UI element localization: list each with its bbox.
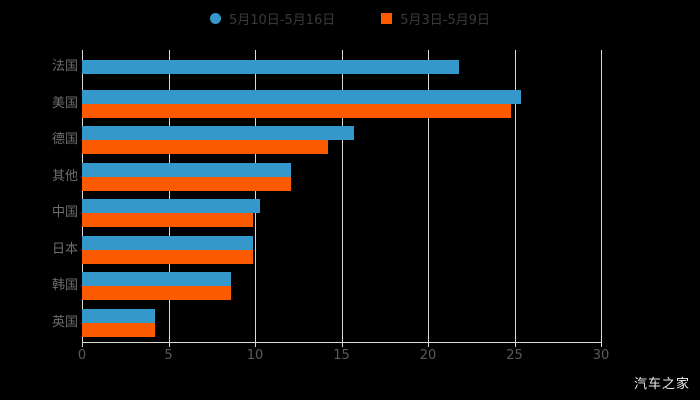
x-tick-10 <box>255 342 256 347</box>
x-tick-label-0: 0 <box>77 348 87 363</box>
gridline-15 <box>341 50 343 342</box>
plot-area <box>82 50 602 342</box>
bar-series-2[interactable] <box>82 140 328 155</box>
bar-row <box>82 123 601 160</box>
bar-series-2[interactable] <box>82 213 254 228</box>
y-axis-label-4: 中国 <box>51 205 78 221</box>
y-axis-label-1: 美国 <box>51 95 78 111</box>
circle-icon <box>209 12 221 24</box>
x-tick-label-15: 15 <box>333 348 350 363</box>
x-tick-15 <box>341 342 343 347</box>
y-axis-label-0: 法国 <box>51 59 78 75</box>
legend-label-series-1: 5月10日-5月16日 <box>228 12 336 28</box>
bar-series-1[interactable] <box>82 235 254 250</box>
bar-row <box>82 196 601 233</box>
x-tick-5 <box>168 342 170 347</box>
legend-label-series-2: 5月3日-5月9日 <box>400 12 491 28</box>
bar-series-2[interactable] <box>82 176 292 191</box>
gridline-5 <box>168 50 170 342</box>
bar-series-2[interactable] <box>82 322 155 337</box>
y-axis-label-7: 英国 <box>51 314 78 330</box>
gridline-10 <box>255 50 256 342</box>
y-axis-label-2: 德国 <box>51 132 78 148</box>
gridline-0 <box>82 50 83 342</box>
y-axis-label-6: 韩国 <box>51 278 78 294</box>
gridline-25 <box>514 50 516 342</box>
bar-series-1[interactable] <box>82 126 354 141</box>
legend-item-series-1[interactable]: 5月10日-5月16日 <box>209 9 336 28</box>
x-tick-25 <box>514 342 516 347</box>
bar-series-1[interactable] <box>82 162 292 177</box>
bar-series-1[interactable] <box>82 272 231 287</box>
x-tick-label-5: 5 <box>164 348 173 363</box>
x-tick-30 <box>601 342 602 347</box>
gridline-30 <box>601 50 602 342</box>
bar-rows <box>82 50 601 342</box>
bar-series-2[interactable] <box>82 286 231 301</box>
x-tick-label-10: 10 <box>246 348 264 363</box>
bar-series-1[interactable] <box>82 89 522 104</box>
bar-row <box>82 87 601 124</box>
y-axis-label-3: 其他 <box>51 168 78 184</box>
chart-legend: 5月10日-5月16日 5月3日-5月9日 <box>0 0 700 36</box>
bar-series-1[interactable] <box>82 199 261 214</box>
legend-item-series-2[interactable]: 5月3日-5月9日 <box>381 9 490 28</box>
bar-row <box>82 50 601 87</box>
y-axis-label-5: 日本 <box>51 241 78 257</box>
x-tick-20 <box>428 342 429 347</box>
x-tick-label-20: 20 <box>419 348 437 363</box>
bar-row <box>82 160 601 197</box>
bar-row <box>82 306 601 343</box>
x-tick-label-30: 30 <box>592 348 610 363</box>
x-tick-0 <box>82 342 83 347</box>
bar-series-2[interactable] <box>82 103 512 118</box>
bar-series-1[interactable] <box>82 60 460 75</box>
bar-row <box>82 269 601 306</box>
gridline-20 <box>428 50 429 342</box>
x-tick-label-25: 25 <box>506 348 523 363</box>
bar-series-2[interactable] <box>82 249 254 264</box>
watermark: 汽车之家 <box>633 377 690 392</box>
square-icon <box>381 12 393 24</box>
x-axis: 0 5 10 15 20 25 30 <box>78 342 609 366</box>
bar-row <box>82 233 601 270</box>
bar-series-1[interactable] <box>82 308 155 323</box>
